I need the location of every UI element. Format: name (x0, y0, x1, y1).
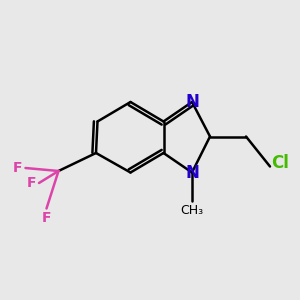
Text: N: N (185, 164, 199, 181)
Text: F: F (42, 212, 51, 226)
Text: Cl: Cl (272, 154, 290, 172)
Text: N: N (185, 93, 199, 111)
Text: F: F (13, 161, 22, 175)
Text: CH₃: CH₃ (180, 204, 204, 217)
Text: F: F (26, 176, 36, 190)
